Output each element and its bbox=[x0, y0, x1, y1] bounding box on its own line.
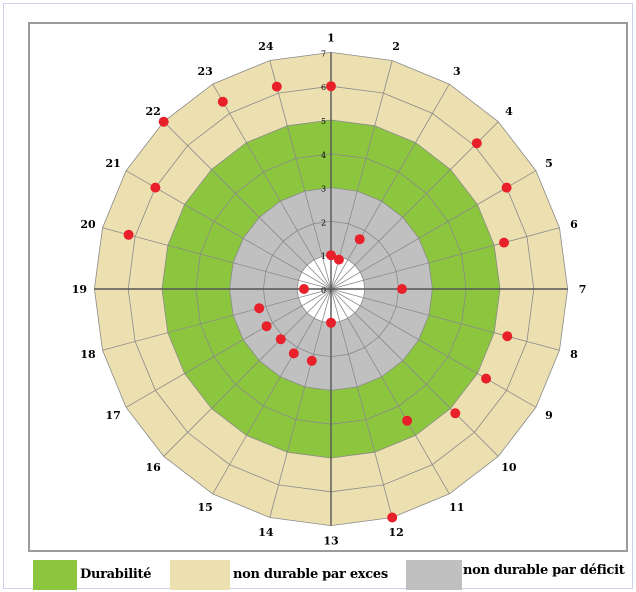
spoke-line-5 bbox=[330, 170, 537, 290]
data-point-8-8 bbox=[502, 331, 513, 342]
data-point-19-19 bbox=[299, 284, 309, 294]
data-point-24-24 bbox=[271, 81, 282, 92]
data-point-23-23 bbox=[217, 96, 228, 107]
ring-tick-label-0: 0 bbox=[321, 286, 326, 295]
spoke-line-12 bbox=[330, 288, 393, 518]
spoke-label-22: 22 bbox=[145, 105, 160, 118]
spoke-line-11 bbox=[330, 288, 450, 495]
spoke-label-9: 9 bbox=[545, 409, 553, 422]
data-point-4-4 bbox=[471, 138, 482, 149]
spoke-label-24: 24 bbox=[258, 40, 274, 53]
spoke-line-8 bbox=[330, 288, 560, 351]
spoke-line-2 bbox=[330, 60, 393, 290]
data-point-9-9 bbox=[481, 373, 492, 384]
spoke-line-10 bbox=[330, 288, 499, 457]
spoke-label-2: 2 bbox=[392, 40, 400, 53]
spoke-label-18: 18 bbox=[80, 348, 96, 361]
spoke-line-9 bbox=[330, 288, 537, 408]
spoke-line-6 bbox=[330, 227, 560, 290]
spoke-label-23: 23 bbox=[198, 65, 213, 78]
spoke-label-13: 13 bbox=[323, 535, 338, 548]
spoke-label-21: 21 bbox=[105, 157, 120, 170]
spoke-label-12: 12 bbox=[388, 526, 403, 539]
data-point-21-21 bbox=[150, 182, 161, 193]
legend-label-exces: non durable par exces bbox=[233, 567, 388, 582]
data-point-7-7 bbox=[397, 284, 407, 294]
spoke-label-6: 6 bbox=[570, 218, 578, 231]
ring-tick-label-5: 5 bbox=[321, 117, 326, 126]
legend-label-deficit: non durable par déficit bbox=[463, 563, 625, 578]
data-point-18-18 bbox=[254, 303, 265, 314]
spoke-label-5: 5 bbox=[545, 157, 553, 170]
data-point-2-2 bbox=[333, 254, 344, 265]
spoke-label-4: 4 bbox=[505, 105, 513, 118]
legend-swatch-durabilite bbox=[33, 560, 77, 590]
spoke-label-16: 16 bbox=[145, 461, 161, 474]
ring-tick-label-4: 4 bbox=[321, 151, 326, 160]
data-point-1-0 bbox=[326, 81, 336, 92]
spoke-label-10: 10 bbox=[501, 461, 517, 474]
data-point-11-11 bbox=[402, 415, 413, 426]
data-point-15-15 bbox=[288, 348, 299, 359]
ring-tick-label-7: 7 bbox=[321, 49, 326, 58]
data-point-10-10 bbox=[450, 408, 461, 419]
spoke-line-16 bbox=[163, 288, 332, 457]
spoke-line-15 bbox=[212, 288, 332, 495]
spoke-line-3 bbox=[330, 83, 450, 290]
data-point-20-20 bbox=[123, 229, 134, 240]
data-point-13-13 bbox=[326, 317, 336, 328]
data-point-22-22 bbox=[158, 116, 169, 127]
ring-tick-label-1: 1 bbox=[321, 252, 326, 261]
plot-area-border bbox=[28, 22, 628, 552]
data-point-6-6 bbox=[499, 237, 509, 248]
legend-label-durabilite: Durabilité bbox=[80, 567, 152, 582]
spoke-line-23 bbox=[212, 83, 332, 290]
spoke-line-20 bbox=[102, 227, 332, 290]
spoke-line-24 bbox=[269, 60, 332, 290]
spoke-line-18 bbox=[102, 288, 332, 351]
spoke-line-14 bbox=[269, 288, 332, 518]
spoke-label-15: 15 bbox=[198, 501, 213, 514]
data-point-3-3 bbox=[354, 234, 365, 245]
ring-tick-label-3: 3 bbox=[321, 185, 326, 194]
ring-tick-label-2: 2 bbox=[321, 218, 326, 227]
spoke-label-7: 7 bbox=[579, 283, 587, 296]
spoke-label-19: 19 bbox=[72, 283, 87, 296]
spoke-line-21 bbox=[125, 170, 332, 290]
legend-swatch-deficit bbox=[406, 560, 462, 590]
data-point-17-17 bbox=[261, 321, 272, 332]
data-point-5-5 bbox=[501, 182, 512, 193]
spoke-label-17: 17 bbox=[105, 409, 120, 422]
figure-frame bbox=[3, 3, 633, 589]
spoke-label-8: 8 bbox=[570, 348, 578, 361]
data-point-1-1 bbox=[326, 250, 336, 261]
spoke-line-4 bbox=[330, 121, 499, 290]
spoke-label-3: 3 bbox=[453, 65, 461, 78]
data-point-12-12 bbox=[387, 512, 398, 523]
spoke-label-1: 1 bbox=[327, 31, 335, 44]
spoke-label-14: 14 bbox=[258, 526, 274, 539]
ring-tick-label-6: 6 bbox=[321, 83, 326, 92]
data-point-16-16 bbox=[275, 334, 286, 345]
data-point-14-14 bbox=[306, 355, 317, 366]
spoke-label-11: 11 bbox=[449, 501, 464, 514]
spoke-line-22 bbox=[163, 121, 332, 290]
spoke-label-20: 20 bbox=[80, 218, 96, 231]
legend-swatch-exces bbox=[170, 560, 230, 590]
spoke-line-17 bbox=[125, 288, 332, 408]
